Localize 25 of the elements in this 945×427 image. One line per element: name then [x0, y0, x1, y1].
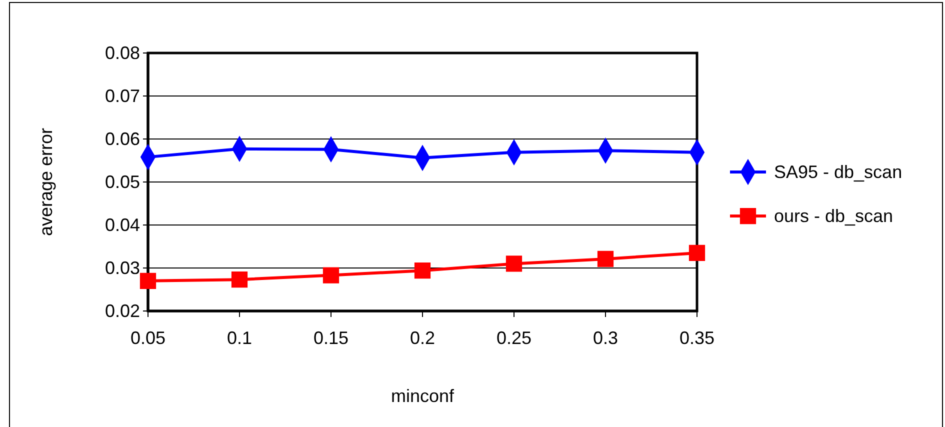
x-tick-label: 0.3 — [592, 328, 618, 348]
legend-label: ours - db_scan — [774, 206, 894, 226]
x-tick-label: 0.05 — [130, 328, 166, 348]
y-tick-label: 0.03 — [104, 258, 140, 278]
y-tick-label: 0.04 — [104, 214, 140, 235]
point — [140, 272, 156, 289]
x-tick-label: 0.1 — [226, 328, 252, 348]
x-tick-label: 0.25 — [496, 328, 532, 348]
y-tick-label: 0.07 — [104, 86, 140, 106]
point — [688, 244, 706, 262]
y-tick-label: 0.06 — [104, 128, 140, 149]
point — [231, 272, 248, 288]
legend-label: SA95 - db_scan — [774, 162, 902, 182]
y-tick-label: 0.05 — [104, 172, 140, 192]
x-tick-label: 0.2 — [410, 328, 436, 348]
y-axis-title: average error — [36, 128, 56, 236]
point — [414, 262, 431, 279]
y-tick-label: 0.02 — [104, 300, 140, 321]
point — [506, 256, 522, 272]
x-tick-label: 0.35 — [679, 328, 715, 348]
x-axis-title: minconf — [390, 386, 456, 406]
x-tick-label: 0.15 — [313, 328, 349, 348]
y-tick-label: 0.08 — [104, 42, 140, 63]
point — [597, 250, 614, 268]
point — [322, 267, 340, 284]
